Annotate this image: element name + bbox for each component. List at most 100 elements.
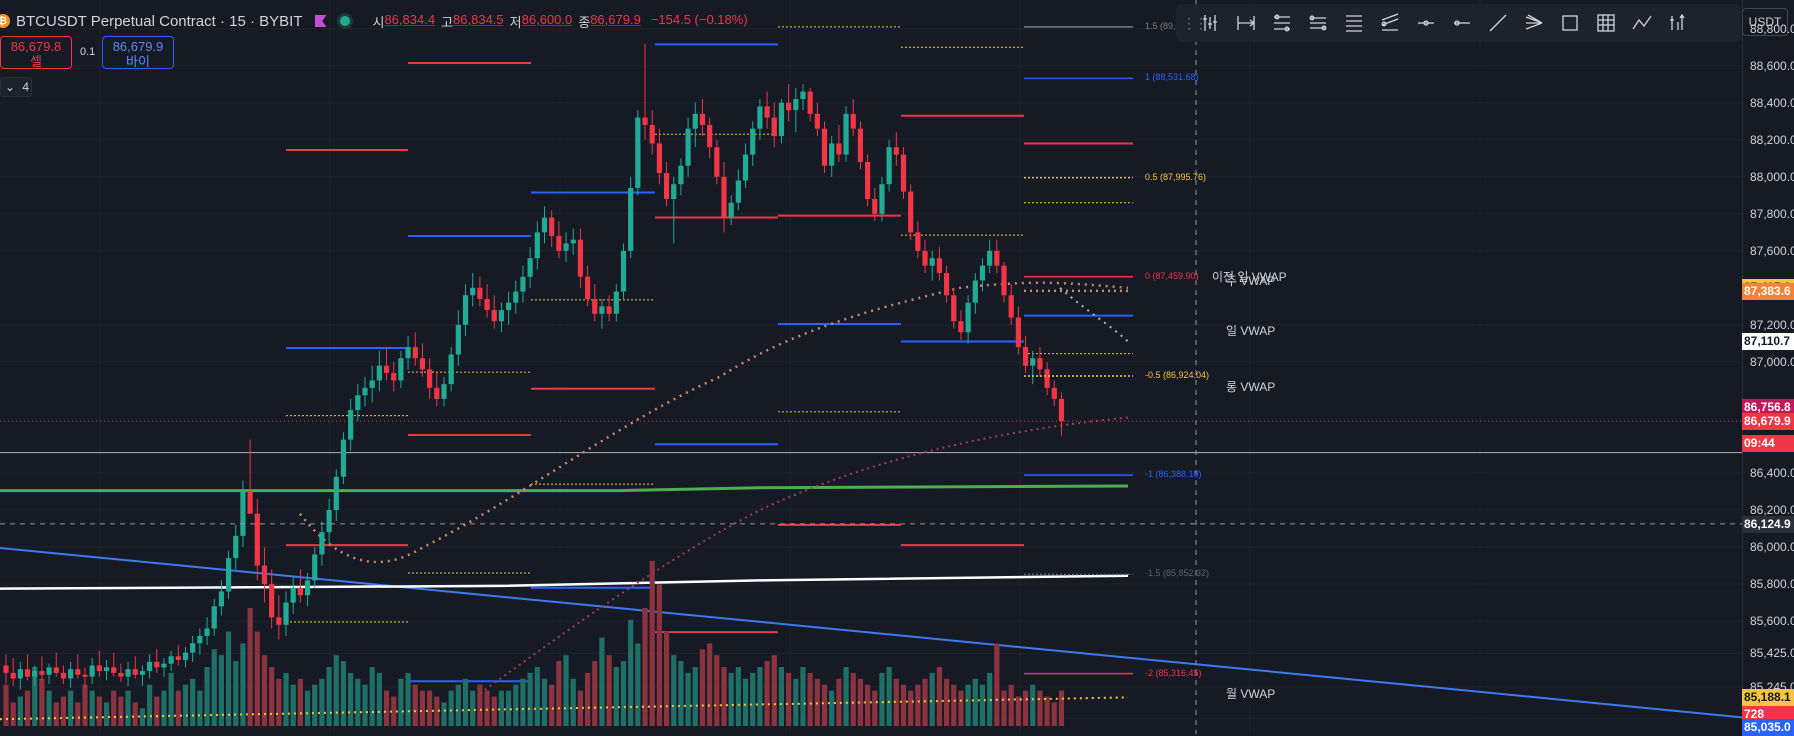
volume-bar [699, 649, 706, 726]
fib-level-label: 1 (88,531.68) [1145, 72, 1199, 83]
candle-body [17, 669, 23, 679]
candle-body [139, 671, 146, 675]
symbol-header: ₿ BTCUSDT Perpetual Contract · 15 · BYBI… [0, 10, 748, 32]
candle-body [190, 643, 196, 653]
price-tag: 09:44 [1742, 435, 1794, 453]
long-position-icon[interactable] [1660, 8, 1696, 38]
volume-bar [154, 696, 160, 726]
indicator-count: 4 [22, 80, 30, 94]
bars-pattern-icon[interactable] [1192, 8, 1228, 38]
volume-bar [1037, 690, 1043, 726]
candle-body [369, 380, 375, 388]
volume-bar [628, 619, 634, 726]
price-tick: 86,000.0 [1750, 540, 1794, 555]
volume-bar [297, 678, 303, 726]
candle-body [1022, 347, 1029, 366]
candle-body [886, 147, 892, 185]
horizontal-ray-icon[interactable] [1408, 8, 1444, 38]
sell-price: 86,679.8 [10, 39, 62, 54]
currency-unit-button[interactable]: USDT [1742, 8, 1788, 36]
ohlc-values: 시 86,834.4 고 86,834.5 저 86,600.0 종 86,679.9 … [367, 12, 748, 31]
regression-icon[interactable] [1372, 8, 1408, 38]
volume-bar [362, 684, 368, 726]
high-value: 86,834.5 [453, 11, 504, 27]
candle-body [506, 302, 512, 311]
candle-body [577, 239, 583, 277]
price-tick: 88,600.0 [1750, 58, 1794, 73]
fib-level-label: 0.5 (87,995.76) [1145, 171, 1207, 182]
volume-bar [620, 661, 627, 726]
price-tag: 87,383.6 [1742, 282, 1794, 300]
horizontal-lines-icon[interactable] [1336, 8, 1372, 38]
date-range-icon[interactable] [1228, 8, 1264, 38]
volume-bar [936, 667, 942, 726]
price-axis[interactable] [1742, 0, 1794, 734]
candle-body [663, 173, 670, 200]
volume-bar [82, 684, 88, 726]
candle-body [929, 258, 935, 266]
volume-bar [958, 690, 964, 726]
volume-bar [197, 690, 203, 726]
price-tag: 86,756.8 [1742, 398, 1794, 416]
volume-bar [182, 684, 189, 726]
volume-bar [786, 672, 792, 726]
volume-bar [398, 678, 404, 726]
volume-bar [1051, 702, 1057, 726]
volume-bar [656, 584, 662, 726]
candle-body [1001, 265, 1007, 296]
candles[interactable] [3, 43, 1065, 690]
price-tick: 88,400.0 [1750, 95, 1794, 110]
candle-body [355, 395, 361, 411]
candle-body [549, 217, 555, 237]
pitchfork-icon[interactable] [1300, 8, 1336, 38]
volume-bar [448, 690, 454, 726]
rectangle-icon[interactable] [1552, 8, 1588, 38]
buy-button[interactable]: 86,679.9 바이 [102, 36, 174, 69]
candle-body [240, 491, 246, 536]
sell-button[interactable]: 86,679.8 셀 [0, 36, 72, 69]
volume-bar [3, 684, 9, 726]
candle-body [225, 558, 232, 592]
candle-body [462, 295, 469, 325]
fib-channel-icon[interactable] [1264, 8, 1300, 38]
volume-bar [527, 672, 533, 726]
volume-bar [692, 667, 698, 726]
candle-body [513, 291, 519, 303]
candle-body [197, 635, 203, 644]
path-icon[interactable] [1624, 8, 1660, 38]
candle-body [707, 124, 713, 148]
grid-icon[interactable] [1588, 8, 1624, 38]
volume-bar [240, 643, 246, 726]
indicators-collapse-button[interactable]: ⌄ 4 [0, 77, 32, 97]
volume-bar [103, 702, 110, 726]
symbol-title[interactable]: BTCUSDT Perpetual Contract · 15 · BYBIT [16, 12, 303, 30]
candle-body [714, 147, 720, 177]
volume-bar [714, 655, 720, 726]
volume-bar [391, 696, 397, 726]
volume-bar [68, 690, 74, 726]
flag-icon[interactable] [314, 15, 327, 27]
volume-bar [592, 661, 598, 726]
monthly-vwap [0, 696, 1129, 721]
volume-bar [161, 690, 167, 726]
volume-bar [872, 690, 878, 726]
volume-bar [276, 678, 282, 726]
drag-handle-icon[interactable]: ⋮⋮ [1182, 14, 1208, 31]
volume-bar [369, 667, 375, 726]
volume-bar [563, 655, 569, 726]
volume-bar [75, 702, 81, 726]
candle-body [699, 113, 706, 125]
price-tick: 88,800.0 [1750, 21, 1794, 36]
gann-fan-icon[interactable] [1516, 8, 1552, 38]
candle-body [254, 513, 260, 566]
horizontal-line-icon[interactable] [1444, 8, 1480, 38]
vwap-label: 월 VWAP [1226, 687, 1276, 702]
candle-body [376, 365, 382, 381]
candle-body [290, 587, 296, 603]
candle-body [455, 324, 461, 355]
trend-line-icon[interactable] [1480, 8, 1516, 38]
volume-bar [556, 661, 562, 726]
trend-lines[interactable] [0, 452, 1743, 719]
candle-body [32, 671, 38, 677]
